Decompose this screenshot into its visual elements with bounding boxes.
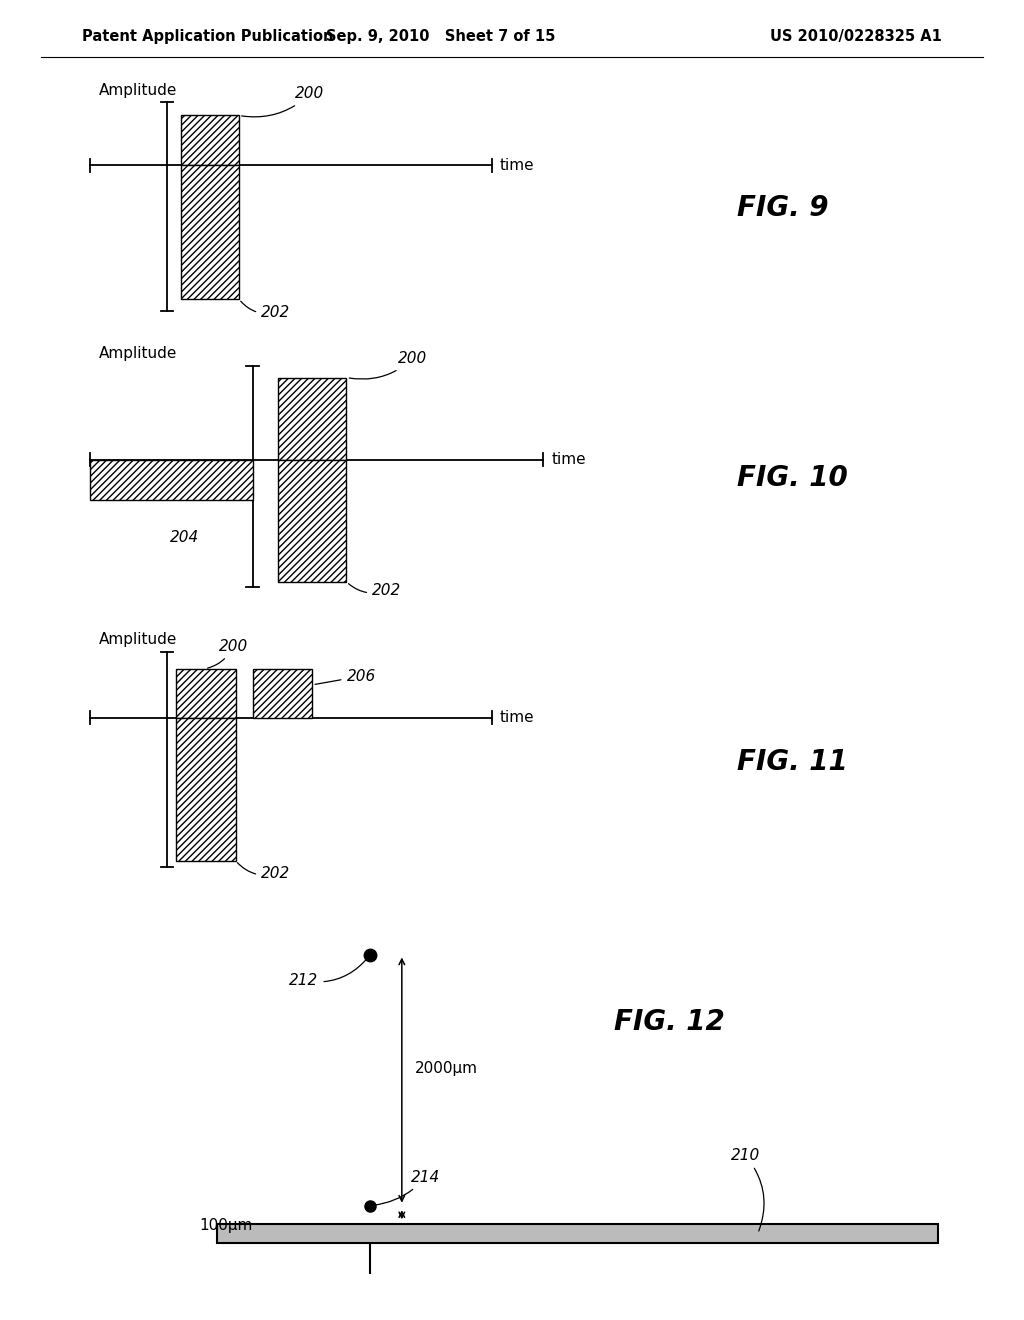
- Text: FIG. 11: FIG. 11: [737, 748, 848, 776]
- Text: Patent Application Publication: Patent Application Publication: [82, 29, 334, 45]
- Text: Amplitude: Amplitude: [99, 346, 177, 362]
- Text: 202: 202: [241, 301, 291, 321]
- Text: 202: 202: [238, 863, 291, 882]
- Text: FIG. 9: FIG. 9: [737, 194, 828, 222]
- Bar: [181, 116, 239, 165]
- Text: 214: 214: [373, 1170, 440, 1205]
- Text: 200: 200: [242, 87, 325, 117]
- Bar: [90, 459, 253, 500]
- Text: time: time: [500, 158, 535, 173]
- Text: time: time: [551, 453, 586, 467]
- Text: 200: 200: [208, 639, 248, 668]
- Text: 100μm: 100μm: [200, 1218, 253, 1233]
- Text: 206: 206: [315, 669, 376, 684]
- Bar: [181, 165, 239, 300]
- Text: FIG. 10: FIG. 10: [737, 465, 848, 492]
- Text: Sep. 9, 2010   Sheet 7 of 15: Sep. 9, 2010 Sheet 7 of 15: [326, 29, 555, 45]
- Text: US 2010/0228325 A1: US 2010/0228325 A1: [770, 29, 942, 45]
- Text: 210: 210: [731, 1148, 764, 1232]
- Text: 212: 212: [289, 957, 369, 989]
- Bar: [217, 1224, 938, 1243]
- Bar: [253, 669, 312, 718]
- Text: Amplitude: Amplitude: [99, 83, 177, 99]
- Text: Amplitude: Amplitude: [99, 632, 177, 647]
- Text: FIG. 12: FIG. 12: [614, 1008, 725, 1036]
- Text: 202: 202: [348, 583, 401, 598]
- Text: time: time: [500, 710, 535, 725]
- Bar: [279, 459, 346, 582]
- Text: 2000μm: 2000μm: [416, 1061, 478, 1076]
- Text: 204: 204: [170, 531, 199, 545]
- Bar: [279, 378, 346, 459]
- Text: 200: 200: [349, 351, 427, 379]
- Bar: [176, 718, 236, 861]
- Bar: [176, 669, 236, 718]
